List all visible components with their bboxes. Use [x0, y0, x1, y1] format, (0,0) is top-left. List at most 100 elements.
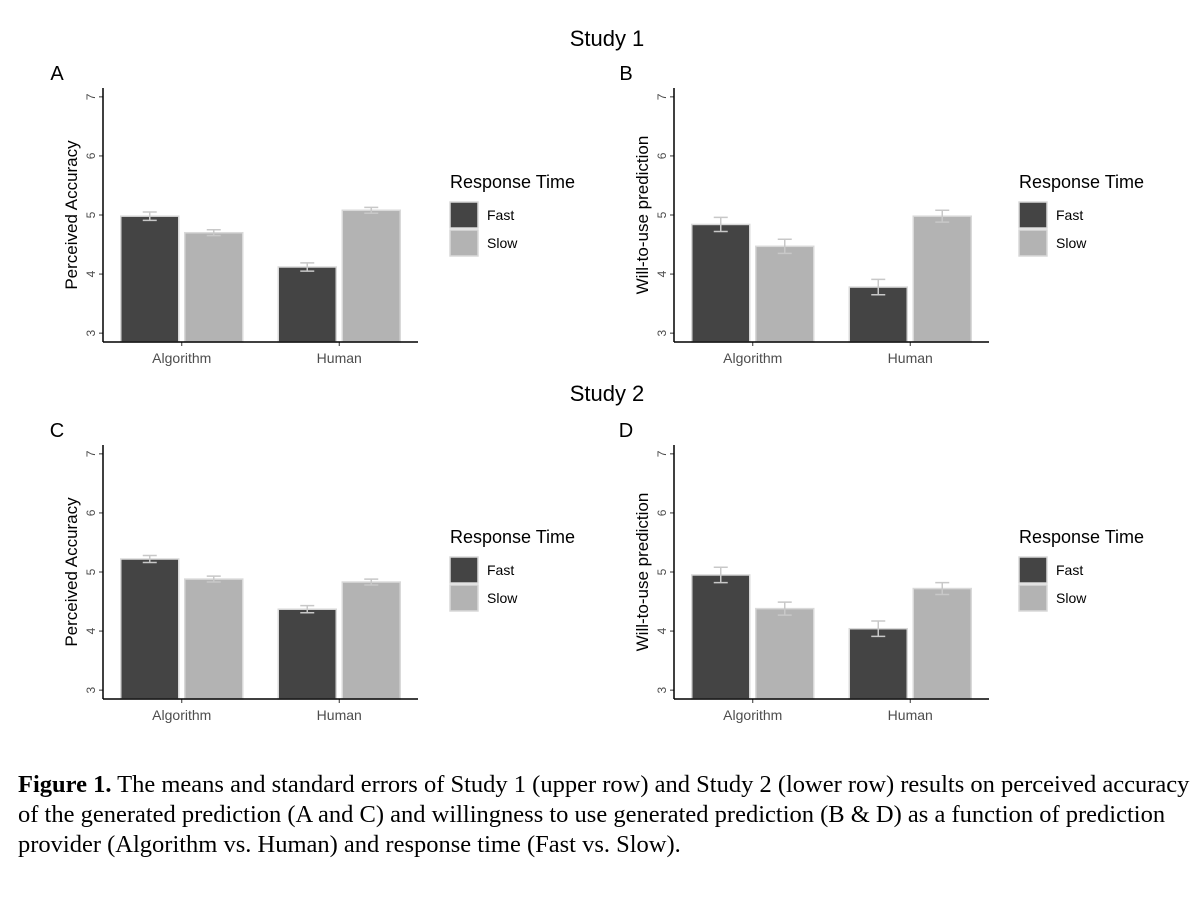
- legend-title: Response Time: [450, 527, 575, 547]
- bar-algorithm-fast: [691, 223, 751, 343]
- bar-human-fast: [848, 286, 908, 343]
- panel-letter-a: A: [50, 63, 64, 85]
- legend-label-slow: Slow: [487, 235, 518, 251]
- panel-b: B Will-to-use prediction Algorithm Human 3 4 5…: [619, 63, 1144, 366]
- panel-c: C Perceived Accuracy Algorithm Human 3 4 5 6 7 Re…: [50, 420, 575, 723]
- bar-algorithm-slow: [184, 231, 244, 343]
- bar-human-fast: [848, 627, 908, 700]
- panels: A Perceived Accuracy Algorithm Human 3 4 5 6 7 Re…: [50, 63, 1144, 723]
- y-axis-label: Will-to-use prediction: [633, 493, 652, 652]
- legend-label-fast: Fast: [1056, 562, 1083, 578]
- y-tick-label: 7: [84, 450, 98, 457]
- x-tick-label: Human: [888, 350, 933, 366]
- legend-swatch-fast: [449, 201, 479, 229]
- y-tick-label: 3: [84, 329, 98, 336]
- legend-label-slow: Slow: [1056, 590, 1087, 606]
- legend-swatch-fast: [1018, 201, 1048, 229]
- legend-label-fast: Fast: [487, 562, 514, 578]
- error-bar-algorithm-slow: [206, 575, 221, 583]
- y-tick-label: 3: [84, 686, 98, 693]
- bar-algorithm-slow: [184, 578, 244, 700]
- y-tick-label: 7: [655, 450, 669, 457]
- error-bar-algorithm-fast: [142, 554, 157, 564]
- y-tick-label: 4: [84, 627, 98, 634]
- error-bar-algorithm-fast: [713, 566, 728, 584]
- legend-title: Response Time: [1019, 527, 1144, 547]
- legend-title: Response Time: [450, 172, 575, 192]
- bar-human-fast: [277, 266, 337, 343]
- legend-swatch-slow: [1018, 584, 1048, 612]
- error-bar-algorithm-slow: [206, 229, 221, 237]
- y-axis-label: Perceived Accuracy: [62, 140, 81, 290]
- study-1-title: Study 1: [570, 26, 645, 51]
- legend: Response Time Fast Slow: [1018, 172, 1144, 257]
- error-bar-human-fast: [300, 604, 315, 614]
- panel-letter-c: C: [50, 420, 64, 442]
- y-tick-label: 7: [84, 93, 98, 100]
- bar-algorithm-slow: [755, 245, 815, 343]
- legend-swatch-fast: [449, 556, 479, 584]
- legend-swatch-slow: [1018, 229, 1048, 257]
- y-axis-label: Perceived Accuracy: [62, 497, 81, 647]
- x-tick-label: Algorithm: [723, 350, 782, 366]
- study-2-title: Study 2: [570, 381, 645, 406]
- y-tick-label: 4: [84, 270, 98, 277]
- y-tick-label: 5: [655, 568, 669, 575]
- legend-title: Response Time: [1019, 172, 1144, 192]
- y-tick-label: 4: [655, 627, 669, 634]
- bar-algorithm-fast: [120, 558, 180, 700]
- y-axis-label: Will-to-use prediction: [633, 136, 652, 295]
- legend-label-slow: Slow: [1056, 235, 1087, 251]
- error-bar-algorithm-fast: [713, 216, 728, 233]
- panel-letter-b: B: [619, 63, 632, 85]
- y-tick-label: 4: [655, 270, 669, 277]
- bar-algorithm-fast: [120, 215, 180, 343]
- x-tick-label: Human: [317, 707, 362, 723]
- error-bar-human-fast: [871, 620, 886, 638]
- figure-caption: Figure 1. The means and standard errors …: [18, 770, 1190, 860]
- y-tick-label: 5: [655, 211, 669, 218]
- x-tick-label: Algorithm: [723, 707, 782, 723]
- y-tick-label: 5: [84, 211, 98, 218]
- x-tick-label: Human: [888, 707, 933, 723]
- x-tick-label: Algorithm: [152, 707, 211, 723]
- panel-a: A Perceived Accuracy Algorithm Human 3 4 5 6 7 Re…: [50, 63, 575, 366]
- bar-human-slow: [912, 587, 972, 700]
- bar-human-fast: [277, 608, 337, 700]
- bar-human-slow: [341, 581, 401, 700]
- bar-human-slow: [341, 209, 401, 343]
- panel-letter-d: D: [619, 420, 633, 442]
- error-bar-human-slow: [935, 209, 950, 223]
- y-tick-label: 7: [655, 93, 669, 100]
- error-bar-human-slow: [935, 581, 950, 596]
- error-bar-algorithm-fast: [142, 211, 157, 222]
- error-bar-human-slow: [364, 206, 379, 214]
- bar-algorithm-slow: [755, 607, 815, 700]
- caption-text: The means and standard errors of Study 1…: [18, 771, 1190, 858]
- x-tick-label: Human: [317, 350, 362, 366]
- y-tick-label: 6: [84, 509, 98, 516]
- y-tick-label: 5: [84, 568, 98, 575]
- error-bar-human-fast: [300, 262, 315, 272]
- x-tick-label: Algorithm: [152, 350, 211, 366]
- error-bar-algorithm-slow: [777, 601, 792, 616]
- y-tick-label: 6: [84, 152, 98, 159]
- legend: Response Time Fast Slow: [449, 527, 575, 612]
- caption-label: Figure 1.: [18, 771, 112, 798]
- bar-algorithm-fast: [691, 574, 751, 700]
- legend-swatch-slow: [449, 584, 479, 612]
- y-tick-label: 3: [655, 686, 669, 693]
- error-bar-algorithm-slow: [777, 238, 792, 255]
- legend-label-fast: Fast: [1056, 207, 1083, 223]
- legend-label-slow: Slow: [487, 590, 518, 606]
- error-bar-human-slow: [364, 578, 379, 586]
- y-tick-label: 6: [655, 509, 669, 516]
- legend: Response Time Fast Slow: [449, 172, 575, 257]
- panel-d: D Will-to-use prediction Algorithm Human 3 4 5…: [619, 420, 1144, 723]
- legend-swatch-slow: [449, 229, 479, 257]
- error-bar-human-fast: [871, 278, 886, 296]
- legend-swatch-fast: [1018, 556, 1048, 584]
- y-tick-label: 6: [655, 152, 669, 159]
- legend-label-fast: Fast: [487, 207, 514, 223]
